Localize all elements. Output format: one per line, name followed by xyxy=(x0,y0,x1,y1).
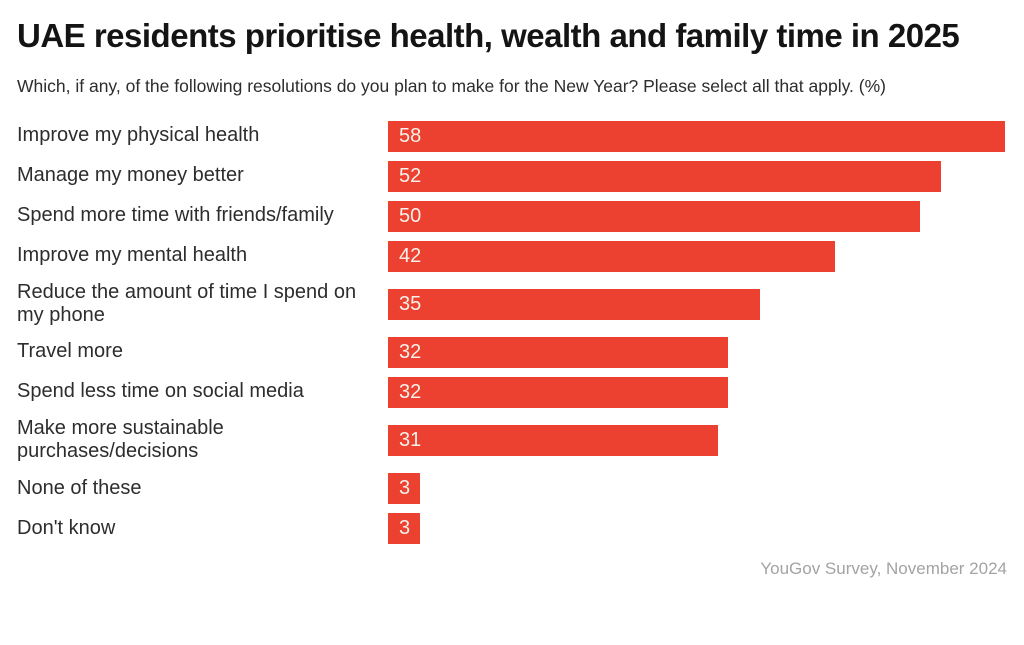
bar-track: 58 xyxy=(388,120,1007,152)
category-label: Don't know xyxy=(17,516,116,539)
bar: 32 xyxy=(388,336,729,368)
bar-value-label: 3 xyxy=(399,476,411,499)
chart-row: Don't know 3 xyxy=(17,512,1007,544)
bar-track: 31 xyxy=(388,424,1007,456)
chart-row: Improve my mental health 42 xyxy=(17,240,1007,272)
category-label: Make more sustainable purchases/decision… xyxy=(17,416,224,463)
bar-value-label: 58 xyxy=(399,124,422,147)
source-attribution: YouGov Survey, November 2024 xyxy=(760,558,1007,578)
bar: 58 xyxy=(388,120,1005,152)
bar-track: 32 xyxy=(388,376,1007,408)
chart-row: Reduce the amount of time I spend on my … xyxy=(17,281,1007,328)
bar: 31 xyxy=(388,424,718,456)
bar: 42 xyxy=(388,240,835,272)
category-label: Spend more time with friends/family xyxy=(17,204,334,227)
bar-track: 32 xyxy=(388,336,1007,368)
category-label: Improve my physical health xyxy=(17,124,260,147)
bar: 3 xyxy=(388,472,420,504)
bar-value-label: 32 xyxy=(399,340,422,363)
category-label: Manage my money better xyxy=(17,164,244,187)
chart-row: Manage my money better 52 xyxy=(17,160,1007,192)
bar-track: 35 xyxy=(388,288,1007,320)
chart-row: Spend more time with friends/family 50 xyxy=(17,200,1007,232)
category-label: Reduce the amount of time I spend on my … xyxy=(17,280,357,327)
chart-row: Make more sustainable purchases/decision… xyxy=(17,417,1007,464)
chart-rows: Improve my physical health 58 Manage my … xyxy=(17,120,1007,544)
bar-value-label: 50 xyxy=(399,204,422,227)
bar-track: 52 xyxy=(388,160,1007,192)
bar-chart: Improve my physical health 58 Manage my … xyxy=(17,120,1007,553)
category-label: Travel more xyxy=(17,340,123,363)
chart-row: None of these 3 xyxy=(17,472,1007,504)
chart-subtitle: Which, if any, of the following resoluti… xyxy=(17,76,886,97)
bar: 32 xyxy=(388,376,729,408)
category-label: Spend less time on social media xyxy=(17,380,304,403)
bar-track: 42 xyxy=(388,240,1007,272)
bar-value-label: 32 xyxy=(399,380,422,403)
chart-row: Improve my physical health 58 xyxy=(17,120,1007,152)
chart-row: Travel more 32 xyxy=(17,336,1007,368)
chart-title: UAE residents prioritise health, wealth … xyxy=(17,17,960,54)
bar-track: 3 xyxy=(388,472,1007,504)
bar-value-label: 3 xyxy=(399,516,411,539)
bar: 35 xyxy=(388,288,761,320)
category-label: Improve my mental health xyxy=(17,244,248,267)
bar: 52 xyxy=(388,160,942,192)
bar: 3 xyxy=(388,512,420,544)
bar-track: 50 xyxy=(388,200,1007,232)
bar-value-label: 42 xyxy=(399,244,422,267)
bar-value-label: 52 xyxy=(399,164,422,187)
bar-track: 3 xyxy=(388,512,1007,544)
chart-row: Spend less time on social media 32 xyxy=(17,376,1007,408)
bar-value-label: 31 xyxy=(399,428,422,451)
bar: 50 xyxy=(388,200,920,232)
category-label: None of these xyxy=(17,476,142,499)
bar-value-label: 35 xyxy=(399,292,422,315)
